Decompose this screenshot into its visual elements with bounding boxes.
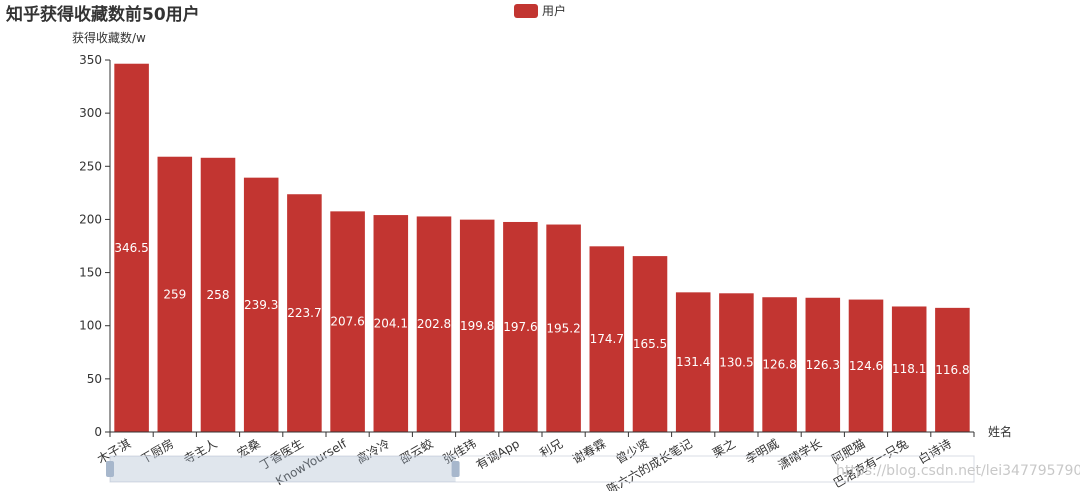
bar-value-label: 223.7 [287,306,321,320]
bar[interactable] [330,211,365,432]
bar-value-label: 239.3 [244,298,278,312]
bar-value-label: 199.8 [460,319,494,333]
bar[interactable] [546,224,581,432]
data-zoom-slider[interactable] [106,455,975,483]
data-zoom-handle-left[interactable] [106,461,114,477]
bar[interactable] [805,297,841,432]
x-tick-label: 白诗诗 [915,436,954,467]
bar[interactable] [719,293,754,432]
x-tick-label: 谢春霖 [570,436,609,467]
bar-value-label: 174.7 [590,332,624,346]
bar[interactable] [891,306,927,432]
bar[interactable] [589,246,625,432]
y-tick-label: 300 [79,106,102,120]
bar[interactable] [935,307,970,432]
y-tick-label: 150 [79,266,102,280]
y-tick-label: 0 [94,425,102,439]
bar[interactable] [200,157,236,433]
bar-value-label: 207.6 [330,315,364,329]
x-tick-label: 潇晴学长 [775,436,824,473]
y-tick-label: 50 [87,372,102,386]
bar-value-label: 195.2 [546,321,580,335]
bar-value-label: 116.8 [935,363,969,377]
y-tick-label: 200 [79,212,102,226]
bar[interactable] [762,297,797,432]
bar[interactable] [157,156,193,432]
y-axis: 0 50 100 150 200 250 300 350 [79,53,111,439]
bar[interactable] [632,256,668,432]
bar-value-label: 126.3 [806,358,840,372]
y-tick-label: 250 [79,159,102,173]
bar-value-label: 130.5 [719,356,753,370]
bar-value-label: 131.4 [676,355,710,369]
legend[interactable]: 用户 [514,3,566,18]
bar[interactable] [373,215,409,432]
bar-value-label: 118.1 [892,362,926,376]
bar[interactable] [287,194,322,432]
y-axis-name: 获得收藏数/w [72,30,146,45]
bar-value-label: 126.8 [762,358,796,372]
bar-value-label: 258 [207,288,230,302]
bar[interactable] [675,292,711,432]
data-zoom-window[interactable] [110,456,456,482]
bar[interactable] [243,177,279,432]
bar[interactable] [503,221,538,432]
bar-value-label: 346.5 [114,241,148,255]
bar[interactable] [114,63,149,432]
bars-group: 346.5 259 258 239.3 223.7 207.6 204.1 202.8 199.… [114,63,970,433]
x-tick-label: 李明威 [742,436,781,467]
x-tick-label: 有调App [474,436,522,472]
bar-value-label: 124.6 [849,359,883,373]
legend-label: 用户 [542,3,566,18]
bar[interactable] [848,299,884,432]
bar-value-label: 197.6 [503,320,537,334]
y-tick-label: 100 [79,319,102,333]
bar-value-label: 202.8 [417,317,451,331]
bar[interactable] [459,219,495,432]
watermark-text: https://blog.csdn.net/lei347795790 [836,463,1080,479]
legend-swatch [514,4,538,18]
x-tick-label: 利兄 [537,436,565,460]
bar-value-label: 165.5 [633,337,667,351]
bar[interactable] [416,216,452,432]
x-tick-label: 栗之 [710,436,738,460]
chart-title: 知乎获得收藏数前50用户 [5,4,200,25]
bar-value-label: 259 [163,287,186,301]
bar-value-label: 204.1 [374,317,408,331]
x-axis-name: 姓名 [988,424,1012,439]
data-zoom-handle-right[interactable] [451,461,460,477]
y-tick-label: 350 [79,53,102,67]
